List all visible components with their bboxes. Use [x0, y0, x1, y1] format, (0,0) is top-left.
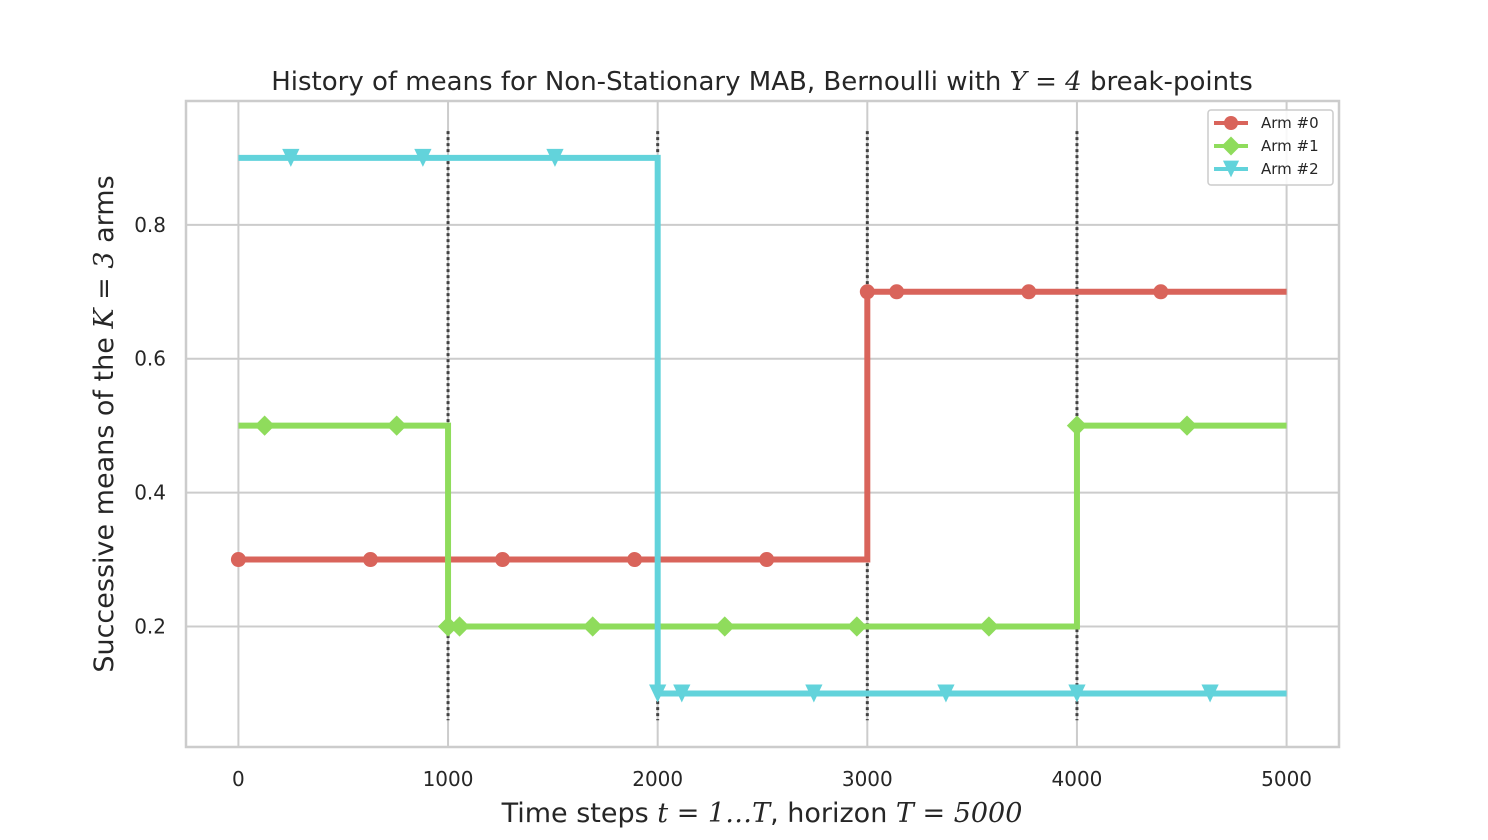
- legend-item-arm-0: Arm #0: [1214, 114, 1319, 132]
- legend-marker: [1221, 136, 1241, 156]
- breakpoint-lines: [446, 131, 1079, 721]
- data-point: [978, 616, 1000, 637]
- series-arm-1: [238, 415, 1287, 637]
- data-point: [649, 684, 667, 703]
- series-line: [238, 288, 1287, 563]
- data-point: [889, 284, 905, 300]
- series: [230, 148, 1287, 703]
- legend-label: Arm #0: [1261, 114, 1319, 132]
- legend-label: Arm #1: [1261, 137, 1319, 155]
- data-point: [1153, 284, 1169, 300]
- x-axis-label: Time steps t = 1…T, horizon T = 5000: [501, 798, 1023, 829]
- x-tick-label: 0: [232, 767, 245, 791]
- data-point: [449, 616, 470, 637]
- data-point: [362, 552, 378, 568]
- data-point: [627, 552, 643, 568]
- data-point: [805, 684, 823, 703]
- data-point: [846, 616, 867, 637]
- y-tick-labels: 0.2 0.4 0.6 0.8: [134, 213, 166, 639]
- legend-label: Arm #2: [1261, 160, 1319, 178]
- data-point: [254, 415, 275, 436]
- x-tick-label: 4000: [1052, 767, 1103, 791]
- data-point: [582, 616, 603, 637]
- y-tick-label: 0.2: [134, 615, 166, 639]
- legend-box: [1207, 109, 1334, 186]
- data-point: [937, 684, 955, 703]
- data-point: [1021, 284, 1037, 300]
- data-point: [386, 415, 407, 436]
- data-point: [1066, 415, 1088, 436]
- series-arm-0: [230, 284, 1287, 568]
- legend: Arm #0 Arm #1 Arm #2: [1207, 109, 1334, 186]
- data-point: [673, 684, 691, 703]
- data-point: [759, 552, 775, 568]
- data-point: [714, 616, 735, 637]
- chart-title: History of means for Non-Stationary MAB,…: [271, 67, 1253, 97]
- legend-item-arm-2: Arm #2: [1214, 160, 1319, 178]
- plot-frame: [184, 99, 1341, 749]
- data-point: [495, 552, 511, 568]
- x-tick-label: 5000: [1261, 767, 1312, 791]
- x-tick-label: 1000: [423, 767, 474, 791]
- y-tick-label: 0.6: [134, 347, 166, 371]
- y-tick-label: 0.8: [134, 213, 166, 237]
- data-point: [1176, 415, 1198, 436]
- series-arm-2: [238, 148, 1287, 703]
- series-line: [238, 154, 1287, 697]
- data-point: [1068, 684, 1086, 703]
- x-tick-labels: 0 1000 2000 3000 4000 5000: [232, 767, 1312, 791]
- data-point: [282, 148, 300, 167]
- series-line: [238, 422, 1287, 630]
- data-point: [414, 148, 432, 167]
- data-point: [546, 148, 564, 167]
- data-point: [437, 616, 459, 637]
- data-point: [1201, 684, 1219, 703]
- y-tick-label: 0.4: [134, 481, 166, 505]
- x-tick-label: 3000: [842, 767, 893, 791]
- x-tick-label: 2000: [632, 767, 683, 791]
- y-axis-label: Successive means of the K = 3 arms: [89, 175, 120, 672]
- legend-marker: [1224, 116, 1238, 130]
- data-point: [859, 284, 875, 300]
- legend-marker: [1222, 160, 1240, 178]
- data-point: [230, 552, 246, 568]
- legend-item-arm-1: Arm #1: [1214, 136, 1319, 156]
